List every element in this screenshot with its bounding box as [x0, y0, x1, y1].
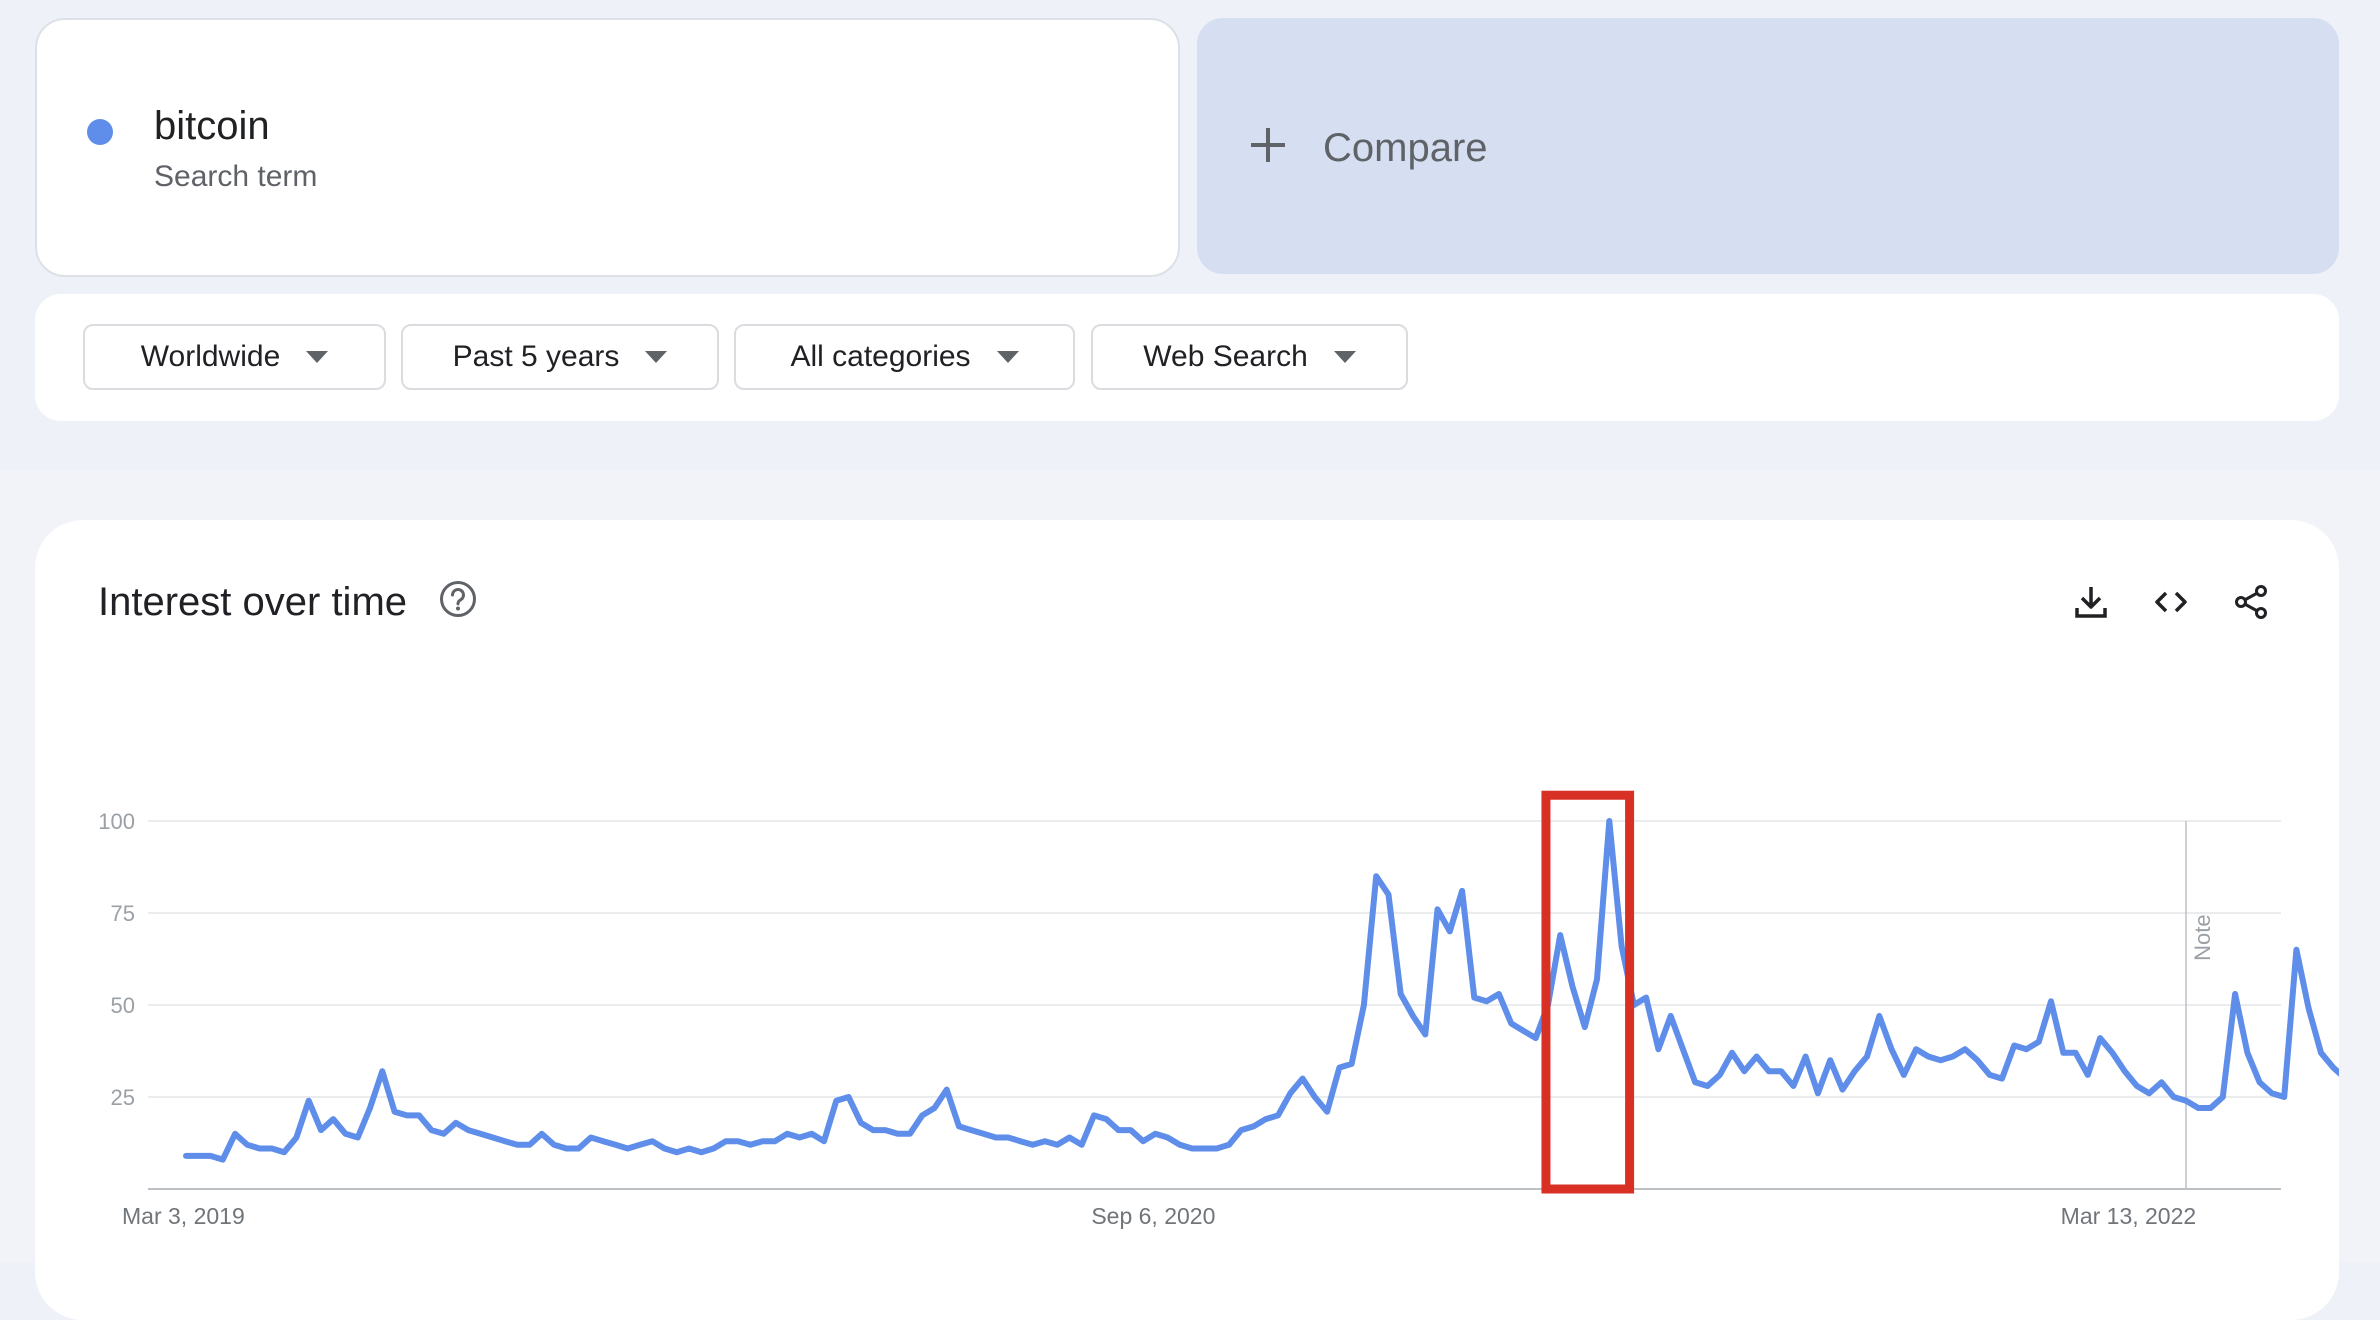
y-tick-label: 100	[98, 809, 135, 834]
region-filter-label: Worldwide	[140, 340, 281, 373]
dropdown-arrow-icon	[996, 351, 1019, 363]
search-term-name[interactable]: bitcoin	[154, 104, 270, 148]
chart-title: Interest over time	[98, 580, 408, 624]
category-filter-label: All categories	[790, 340, 971, 373]
share-icon[interactable]	[2231, 582, 2271, 622]
y-tick-label: 50	[111, 993, 135, 1018]
x-tick-label: Mar 3, 2019	[122, 1203, 245, 1229]
x-tick-label: Mar 13, 2022	[2061, 1203, 2197, 1229]
dropdown-arrow-icon	[306, 351, 329, 363]
embed-code-icon[interactable]	[2151, 582, 2191, 622]
search-term-type: Search term	[154, 160, 318, 193]
interest-over-time-card: Interest over time 25 50 75 100 Mar 3, 2019 S…	[35, 520, 2339, 1320]
compare-button[interactable]: Compare	[1197, 18, 2339, 274]
y-tick-label: 25	[111, 1085, 135, 1110]
filter-bar: Worldwide Past 5 years All categories We…	[35, 294, 2339, 421]
plus-icon	[1251, 128, 1285, 162]
search-term-card[interactable]: bitcoin Search term	[35, 18, 1180, 277]
search-type-filter[interactable]: Web Search	[1091, 324, 1408, 390]
series-color-dot	[87, 119, 113, 145]
time-range-filter[interactable]: Past 5 years	[401, 324, 719, 390]
highlight-box	[1541, 790, 1635, 1194]
interest-chart: 25 50 75 100 Mar 3, 2019 Sep 6, 2020 Mar 13, 2…	[98, 790, 2339, 1229]
download-icon[interactable]	[2071, 582, 2111, 622]
series-line-bitcoin	[183, 818, 2339, 1163]
time-range-filter-label: Past 5 years	[452, 340, 620, 373]
annotation-note-label: Note	[2190, 914, 2215, 960]
y-tick-label: 75	[111, 901, 135, 926]
dropdown-arrow-icon	[645, 351, 668, 363]
x-tick-label: Sep 6, 2020	[1091, 1203, 1215, 1229]
compare-label: Compare	[1323, 126, 1488, 170]
region-filter[interactable]: Worldwide	[83, 324, 386, 390]
search-type-filter-label: Web Search	[1143, 340, 1308, 373]
help-icon[interactable]	[439, 580, 477, 618]
category-filter[interactable]: All categories	[734, 324, 1075, 390]
dropdown-arrow-icon	[1333, 351, 1356, 363]
